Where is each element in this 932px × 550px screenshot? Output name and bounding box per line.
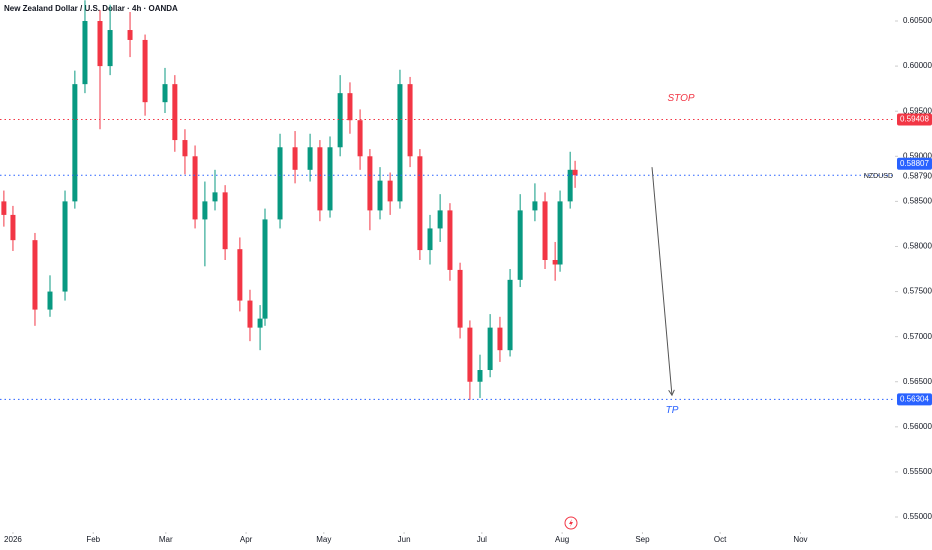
candle-body xyxy=(567,169,573,202)
level-note: STOP xyxy=(667,93,694,104)
arrow-head xyxy=(668,389,675,397)
candle-body xyxy=(497,327,503,351)
x-tick-label: Aug xyxy=(555,535,569,544)
y-tick-label: 0.60500 xyxy=(903,16,932,25)
y-tick-label: 0.57500 xyxy=(903,287,932,296)
price-tag-label: 0.58807 xyxy=(900,159,929,168)
y-tick-label: 0.56000 xyxy=(903,422,932,431)
x-tick-label: Jul xyxy=(477,535,487,544)
candle-body xyxy=(202,201,208,220)
candle-body xyxy=(82,21,88,85)
event-icon xyxy=(564,516,578,530)
arrow-line xyxy=(651,167,673,396)
candle-body xyxy=(142,39,148,103)
candle-body xyxy=(507,279,513,351)
candle-body xyxy=(47,291,53,310)
candle-body xyxy=(397,84,403,202)
x-tick-label: Feb xyxy=(86,535,100,544)
chart-title: New Zealand Dollar / U.S. Dollar · 4h · … xyxy=(4,4,178,13)
candle-body xyxy=(172,84,178,141)
x-tick-label: Sep xyxy=(635,535,650,544)
candle-body xyxy=(367,156,373,211)
candle-body xyxy=(1,201,7,215)
candle-body xyxy=(377,180,383,211)
candle-body xyxy=(487,327,493,371)
candle-body xyxy=(337,93,343,148)
x-tick-label: Apr xyxy=(240,535,253,544)
candle-body xyxy=(72,84,78,202)
candle-body xyxy=(447,210,453,270)
candle-body xyxy=(222,192,228,250)
level-label: 0.56304 xyxy=(900,395,929,404)
candle-body xyxy=(32,240,38,310)
x-tick-label: Nov xyxy=(793,535,807,544)
level-note: TP xyxy=(666,405,679,416)
candle-body xyxy=(347,93,353,121)
price-tag xyxy=(897,157,932,170)
candle-body xyxy=(247,300,253,328)
candle-body xyxy=(542,201,548,260)
level-label: 0.58790 xyxy=(903,171,932,180)
candle-body xyxy=(557,201,563,265)
candle-body xyxy=(407,84,413,157)
candle-body xyxy=(387,180,393,202)
x-tick-label: Jun xyxy=(398,535,411,544)
candle-body xyxy=(237,249,243,301)
y-tick-label: 0.55000 xyxy=(903,512,932,521)
candle-body xyxy=(357,120,363,157)
candle-body xyxy=(477,370,483,382)
candle-body xyxy=(127,30,133,40)
candle-body xyxy=(107,30,113,67)
candle-body xyxy=(307,147,313,170)
candle-body xyxy=(467,327,473,382)
level-tag xyxy=(897,113,932,126)
candle-body xyxy=(317,147,323,211)
candle-body xyxy=(532,201,538,211)
candle-body xyxy=(427,228,433,251)
y-tick-label: 0.56500 xyxy=(903,377,932,386)
candle-body xyxy=(10,214,16,241)
candle-body xyxy=(262,219,268,319)
x-tick-label: Oct xyxy=(714,535,727,544)
candle-body xyxy=(162,84,168,103)
y-tick-label: 0.59000 xyxy=(903,151,932,160)
x-tick-label: May xyxy=(316,535,331,544)
y-tick-label: 0.58000 xyxy=(903,242,932,251)
candle-body xyxy=(292,147,298,170)
x-tick-label: Mar xyxy=(159,535,173,544)
candle-body xyxy=(212,192,218,202)
candle-body xyxy=(572,169,578,176)
candle-body xyxy=(327,147,333,211)
candle-body xyxy=(417,156,423,251)
candle-body xyxy=(257,318,263,328)
x-tick-label: 2026 xyxy=(4,535,22,544)
y-tick-label: 0.58500 xyxy=(903,196,932,205)
level-name: NZDUSD xyxy=(864,173,893,180)
candle-body xyxy=(62,201,68,292)
y-tick-label: 0.60000 xyxy=(903,61,932,70)
candle-body xyxy=(457,269,463,328)
candle-body xyxy=(517,210,523,280)
candle-body xyxy=(192,156,198,220)
y-tick-label: 0.57000 xyxy=(903,332,932,341)
candle-body xyxy=(437,210,443,229)
level-tag xyxy=(897,393,932,406)
level-label: 0.59408 xyxy=(900,115,929,124)
y-tick-label: 0.59500 xyxy=(903,106,932,115)
y-tick-label: 0.55500 xyxy=(903,467,932,476)
candle-body xyxy=(552,259,558,265)
candle-body xyxy=(182,140,188,157)
candle-body xyxy=(277,147,283,220)
candle-body xyxy=(97,21,103,67)
